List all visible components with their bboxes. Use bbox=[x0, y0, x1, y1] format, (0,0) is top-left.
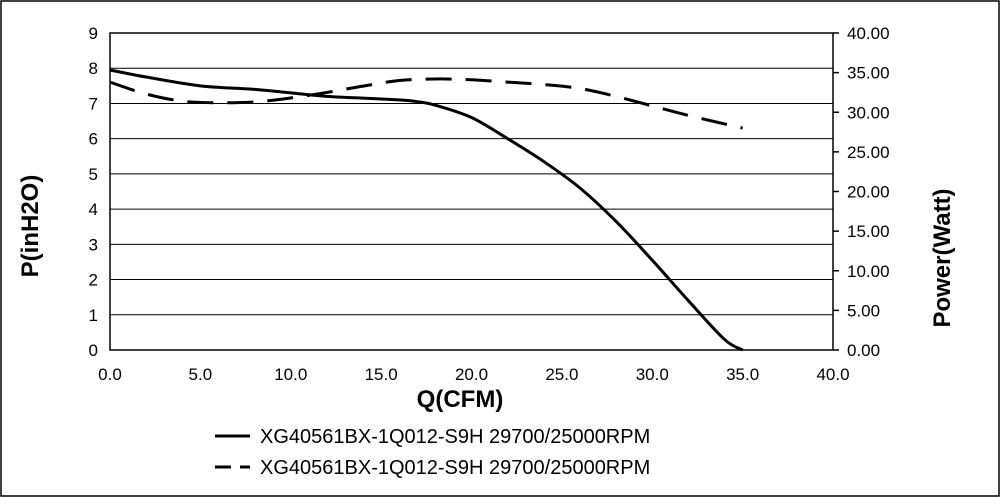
x-tick-label: 20.0 bbox=[455, 365, 488, 384]
y-left-tick-label: 3 bbox=[89, 235, 98, 254]
x-tick-label: 35.0 bbox=[726, 365, 759, 384]
y-left-tick-label: 1 bbox=[89, 306, 98, 325]
y-left-tick-label: 6 bbox=[89, 130, 98, 149]
series-pressure-line bbox=[109, 68, 744, 352]
y-right-tick-label: 15.00 bbox=[847, 222, 890, 241]
y-left-tick-label: 2 bbox=[89, 271, 98, 290]
y-left-axis-ticks: 0 1 2 3 4 5 6 7 8 9 bbox=[89, 24, 98, 360]
y-right-tick-label: 0.00 bbox=[847, 341, 880, 360]
y-right-tick-label: 40.00 bbox=[847, 24, 890, 43]
y-left-tick-label: 8 bbox=[89, 59, 98, 78]
y-left-tick-label: 4 bbox=[89, 200, 98, 219]
x-tick-label: 10.0 bbox=[274, 365, 307, 384]
y-right-tick-label: 10.00 bbox=[847, 262, 890, 281]
y-right-tick-label: 35.00 bbox=[847, 64, 890, 83]
legend: XG40561BX-1Q012-S9H 29700/25000RPM XG405… bbox=[215, 426, 650, 479]
y-left-tick-label: 5 bbox=[89, 165, 98, 184]
y-right-tick-label: 25.00 bbox=[847, 143, 890, 162]
series-lines bbox=[109, 68, 744, 352]
x-axis-ticks: 0.0 5.0 10.0 15.0 20.0 25.0 30.0 35.0 40.0 bbox=[98, 365, 849, 384]
x-tick-label: 15.0 bbox=[365, 365, 398, 384]
legend-item-1-label: XG40561BX-1Q012-S9H 29700/25000RPM bbox=[260, 426, 650, 448]
y-right-tick-label: 30.00 bbox=[847, 103, 890, 122]
y-right-tick-label: 20.00 bbox=[847, 183, 890, 202]
y-left-axis-title: P(inH2O) bbox=[17, 175, 44, 278]
y-right-axis-title: Power(Watt) bbox=[929, 188, 956, 327]
y-left-tick-label: 7 bbox=[89, 94, 98, 113]
y-right-tick-label: 5.00 bbox=[847, 301, 880, 320]
legend-item-2-label: XG40561BX-1Q012-S9H 29700/25000RPM bbox=[260, 457, 650, 479]
x-tick-label: 30.0 bbox=[636, 365, 669, 384]
x-axis-title: Q(CFM) bbox=[417, 386, 504, 413]
x-tick-label: 5.0 bbox=[189, 365, 213, 384]
x-tick-label: 0.0 bbox=[98, 365, 122, 384]
x-tick-label: 40.0 bbox=[816, 365, 849, 384]
y-left-tick-label: 0 bbox=[89, 341, 98, 360]
grid-lines bbox=[110, 67, 833, 316]
y-right-axis-ticks: 0.00 5.00 10.00 15.00 20.00 25.00 30.00 35.00 40… bbox=[833, 24, 890, 360]
y-left-tick-label: 9 bbox=[89, 24, 98, 43]
x-tick-label: 25.0 bbox=[545, 365, 578, 384]
